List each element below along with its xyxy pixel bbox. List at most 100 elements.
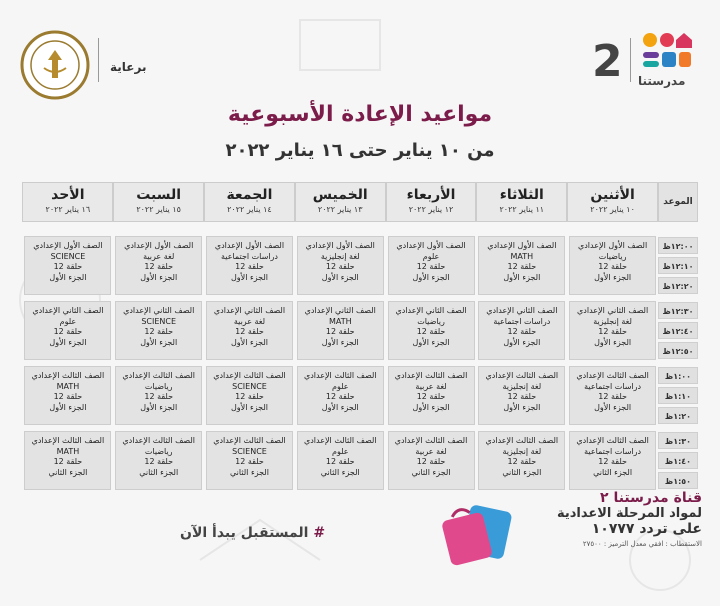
lesson-episode: حلقة 12 [144, 457, 174, 466]
lesson-cell: الصف الثالث الإعدادي MATH حلقة 12 الجزء الث… [24, 431, 112, 490]
schedule-row: ١٢:٠٠ظ ١٢:١٠ظ ١٢:٢٠ظ الصف الأول الإعدادي ريا… [22, 236, 698, 295]
day-header-sun: الأحد ١٦ يناير ٢٠٢٢ [22, 182, 114, 222]
lesson-grade: الصف الثاني الإعدادي [395, 306, 467, 315]
channel-subject: لمواد المرحلة الاعدادية [556, 506, 702, 521]
lesson-subject: SCIENCE [141, 316, 177, 326]
hashtag-symbol: # [313, 525, 326, 541]
lesson-cell: الصف الثاني الإعدادي رياضيات حلقة 12 الجزء … [387, 301, 475, 360]
lesson-episode: حلقة 12 [507, 262, 537, 271]
lesson-part: الجزء الثاني [320, 467, 360, 477]
lesson-episode: حلقة 12 [598, 457, 627, 466]
logo-divider [98, 38, 99, 82]
lesson-subject: رياضيات [598, 251, 627, 261]
lesson-grade: الصف الثالث الإعدادي [213, 436, 286, 445]
lesson-grade: الصف الثالث الإعدادي [576, 371, 649, 380]
lesson-part: الجزء الثاني [48, 467, 88, 477]
lesson-episode: حلقة 12 [235, 457, 264, 466]
lesson-grade: الصف الثاني الإعدادي [32, 306, 104, 315]
lesson-part: الجزء الأول [230, 402, 268, 412]
time-slot: ١:٣٠ظ [658, 432, 698, 449]
logo-divider [630, 38, 631, 82]
lesson-cell: الصف الثالث الإعدادي رياضيات حلقة 12 الجزء … [115, 366, 203, 425]
lesson-subject: دراسات اجتماعية [584, 446, 642, 456]
lesson-episode: حلقة 12 [53, 262, 83, 271]
lesson-cell: الصف الثالث الإعدادي MATH حلقة 12 الجزء الأ… [24, 366, 112, 425]
lesson-grade: الصف الأول الإعدادي [124, 241, 194, 250]
lesson-cell: الصف الثاني الإعدادي دراسات اجتماعية حلقة … [478, 301, 566, 360]
day-header-fri: الجمعة ١٤ يناير ٢٠٢٢ [204, 182, 295, 222]
lesson-grade: الصف الثاني الإعدادي [213, 306, 286, 315]
ministry-seal-icon [20, 30, 90, 100]
lesson-grade: الصف الثالث الإعدادي [485, 436, 559, 445]
day-header-wed: الأربعاء ١٢ يناير ٢٠٢٢ [385, 182, 477, 222]
lesson-cell: الصف الأول الإعدادي علوم حلقة 12 الجزء الأو… [387, 236, 475, 295]
lesson-subject: SCIENCE [50, 251, 86, 261]
lesson-subject: SCIENCE [232, 446, 267, 456]
lesson-part: الجزء الأول [412, 402, 450, 412]
lesson-episode: حلقة 12 [235, 327, 264, 336]
lesson-part: الجزء الأول [503, 272, 541, 282]
day-date: ١٠ يناير ٢٠٢٢ [590, 205, 635, 214]
time-slot: ١٢:٠٠ظ [658, 237, 698, 254]
lesson-grade: الصف الثالث الإعدادي [31, 371, 105, 380]
lesson-episode: حلقة 12 [416, 327, 446, 336]
time-slot: ١:٠٠ظ [658, 367, 698, 384]
lesson-subject: MATH [328, 316, 352, 326]
lesson-episode: حلقة 12 [325, 392, 355, 401]
lesson-subject: MATH [56, 446, 80, 456]
lesson-subject: SCIENCE [232, 381, 267, 391]
lesson-part: الجزء الثاني [593, 467, 633, 477]
page-title: مواعيد الإعادة الأسبوعية [227, 102, 493, 127]
lesson-subject: دراسات اجتماعية [493, 316, 551, 326]
lesson-cell: الصف الثاني الإعدادي علوم حلقة 12 الجزء الأ… [24, 301, 112, 360]
day-date: ١٢ يناير ٢٠٢٢ [408, 205, 454, 214]
lesson-grade: الصف الثالث الإعدادي [394, 436, 468, 445]
lesson-episode: حلقة 12 [235, 262, 264, 271]
day-name: الخميس [312, 187, 368, 203]
lesson-episode: حلقة 12 [53, 327, 83, 336]
lesson-part: الجزء الأول [140, 402, 178, 412]
lesson-subject: دراسات اجتماعية [220, 251, 278, 261]
lesson-episode: حلقة 12 [507, 327, 537, 336]
schedule-row: ١٢:٣٠ظ ١٢:٤٠ظ ١٢:٥٠ظ الصف الثاني الإعدادي لغ… [22, 301, 698, 360]
lesson-part: الجزء الأول [321, 272, 359, 282]
lesson-cell: الصف الثالث الإعدادي لغة إنجليزية حلقة 12 ا… [478, 431, 566, 490]
lesson-part: الجزء الأول [140, 272, 178, 282]
brand-number: 2 [592, 36, 623, 87]
time-slot: ١٢:٤٠ظ [658, 322, 698, 339]
lesson-cell: الصف الثالث الإعدادي دراسات اجتماعية حلقة … [569, 366, 657, 425]
day-header-tue: الثلاثاء ١١ يناير ٢٠٢٢ [476, 182, 568, 222]
slogan-text: المستقبل يبدأ الآن [180, 525, 309, 541]
madrasatuna-logo: 2 مدرستنا [592, 30, 702, 90]
lesson-grade: الصف الثالث الإعدادي [31, 436, 105, 445]
lesson-subject: لغة عربية [233, 316, 266, 326]
lesson-part: الجزء الأول [230, 337, 268, 347]
lesson-cell: الصف الأول الإعدادي SCIENCE حلقة 12 الجزء ا… [24, 236, 112, 295]
lesson-part: الجزء الأول [412, 272, 450, 282]
lesson-grade: الصف الثالث الإعدادي [394, 371, 468, 380]
lesson-subject: لغة إنجليزية [593, 316, 632, 326]
lesson-part: الجزء الثاني [502, 467, 542, 477]
lesson-subject: رياضيات [417, 316, 445, 326]
time-slot: ١٢:١٠ظ [658, 257, 698, 274]
time-slots: ١٢:٠٠ظ ١٢:١٠ظ ١٢:٢٠ظ [658, 236, 698, 295]
lesson-subject: رياضيات [144, 446, 173, 456]
lesson-cell: الصف الثالث الإعدادي علوم حلقة 12 الجزء الث… [296, 431, 384, 490]
lesson-cell: الصف الأول الإعدادي MATH حلقة 12 الجزء الأو… [478, 236, 566, 295]
schedule-row: ١:٠٠ظ ١:١٠ظ ١:٢٠ظ الصف الثالث الإعدادي دراسا… [22, 366, 698, 425]
time-slot: ١٢:٢٠ظ [658, 277, 698, 294]
lesson-grade: الصف الثاني الإعدادي [304, 306, 376, 315]
lesson-subject: دراسات اجتماعية [584, 381, 642, 391]
lesson-episode: حلقة 12 [325, 457, 355, 466]
lesson-cell: الصف الأول الإعدادي رياضيات حلقة 12 الجزء ا… [569, 236, 657, 295]
lesson-grade: الصف الأول الإعدادي [577, 241, 648, 250]
channel-info: قناة مدرستنا ٢ لمواد المرحلة الاعدادية ع… [542, 490, 702, 548]
lesson-subject: علوم [59, 316, 77, 326]
day-date: ١٤ يناير ٢٠٢٢ [227, 205, 272, 214]
day-header-sat: السبت ١٥ يناير ٢٠٢٢ [113, 182, 205, 222]
ministry-logo-block: برعاية [20, 30, 180, 100]
lesson-part: الجزء الأول [49, 337, 87, 347]
day-header-mon: الأثنين ١٠ يناير ٢٠٢٢ [567, 182, 658, 222]
time-slots: ١:٠٠ظ ١:١٠ظ ١:٢٠ظ [658, 366, 698, 425]
day-name: السبت [136, 187, 182, 203]
